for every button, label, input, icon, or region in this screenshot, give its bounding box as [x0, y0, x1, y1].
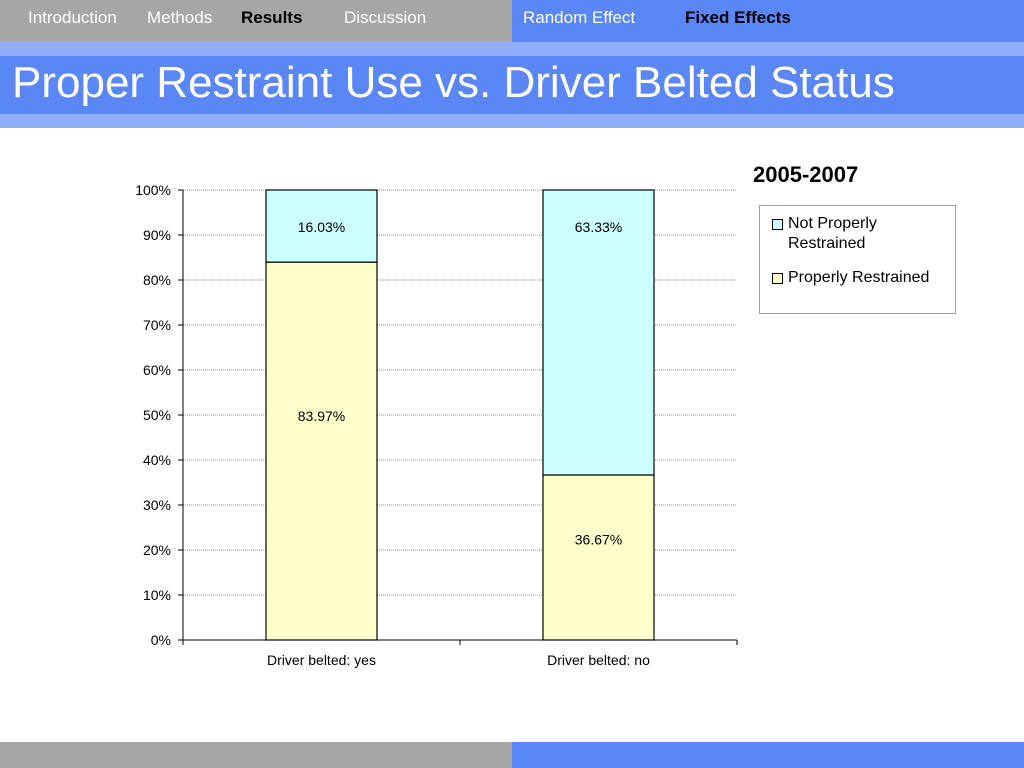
x-tick-label: Driver belted: no — [547, 652, 650, 668]
nav-item-random-effect[interactable]: Random Effect — [523, 8, 636, 27]
nav-bar-left: Introduction Methods Results Discussion — [0, 0, 512, 42]
y-tick-label: 70% — [143, 317, 171, 333]
x-tick-label: Driver belted: yes — [267, 652, 376, 668]
title-bar: Proper Restraint Use vs. Driver Belted S… — [0, 56, 1024, 114]
bar-segment-properly-restrained — [542, 474, 655, 641]
data-label: 83.97% — [298, 408, 345, 424]
legend-swatch-properly-restrained — [772, 273, 783, 284]
bar-segment-not-properly-restrained — [265, 189, 378, 263]
nav-item-introduction[interactable]: Introduction — [28, 8, 117, 27]
y-tick-label: 60% — [143, 362, 171, 378]
header-divider-band — [0, 42, 1024, 56]
data-label: 16.03% — [298, 219, 345, 235]
y-tick-label: 20% — [143, 542, 171, 558]
nav-item-fixed-effects[interactable]: Fixed Effects — [685, 8, 791, 27]
title-underline-band — [0, 114, 1024, 128]
y-tick-label: 40% — [143, 452, 171, 468]
chart-title: 2005-2007 — [753, 162, 859, 187]
legend-label-line2: Restrained — [788, 235, 866, 252]
y-tick-label: 50% — [143, 407, 171, 423]
footer-bar-right — [512, 742, 1024, 768]
y-tick-label: 80% — [143, 272, 171, 288]
data-label: 63.33% — [575, 219, 622, 235]
bar-segment-not-properly-restrained — [542, 189, 655, 476]
data-label: 36.67% — [575, 531, 622, 547]
nav-item-discussion[interactable]: Discussion — [344, 8, 427, 27]
legend-swatch-not-properly-restrained — [772, 219, 783, 230]
y-tick-label: 0% — [151, 632, 171, 648]
nav-bar-right: Random Effect Fixed Effects — [512, 0, 1024, 42]
bar-segment-properly-restrained — [265, 261, 378, 641]
y-tick-label: 30% — [143, 497, 171, 513]
footer-bar-left — [0, 742, 512, 768]
y-tick-label: 100% — [135, 182, 171, 198]
chart-legend: Not Properly Restrained Properly Restrai… — [759, 205, 956, 314]
nav-item-results[interactable]: Results — [241, 8, 303, 27]
legend-item-properly-restrained: Properly Restrained — [772, 268, 948, 288]
legend-item-not-properly-restrained: Not Properly Restrained — [772, 214, 948, 254]
slide-title: Proper Restraint Use vs. Driver Belted S… — [12, 58, 895, 107]
nav-item-methods[interactable]: Methods — [147, 8, 213, 27]
legend-label-line1: Not Properly — [788, 215, 877, 232]
y-tick-label: 90% — [143, 227, 171, 243]
legend-label-properly-restrained: Properly Restrained — [788, 269, 930, 286]
y-tick-label: 10% — [143, 587, 171, 603]
